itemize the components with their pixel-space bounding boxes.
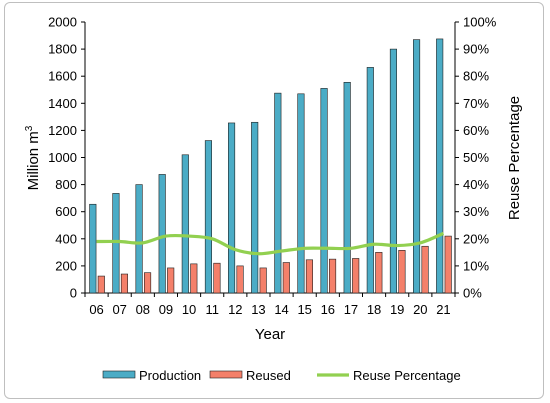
x-tick-label: 06 — [89, 302, 103, 317]
y2-tick-label: 20% — [463, 231, 489, 246]
reuse-percentage-line — [96, 231, 445, 256]
x-tick-label: 14 — [274, 302, 288, 317]
reused-bar — [305, 259, 313, 294]
y2-tick-label: 30% — [463, 204, 489, 219]
production-bar — [320, 88, 328, 294]
production-bar — [112, 193, 120, 294]
y-axis-title-superscript: 3 — [24, 125, 35, 131]
production-bar — [135, 184, 143, 294]
x-tick-label: 13 — [251, 302, 265, 317]
reused-bar — [444, 235, 452, 294]
production-bar — [89, 203, 97, 294]
production-bar — [366, 67, 374, 294]
production-bar — [181, 154, 189, 294]
legend-swatch-reused — [209, 370, 243, 379]
y2-tick-label: 60% — [463, 123, 489, 138]
y-axis-title: Million m3 — [24, 125, 42, 190]
y2-tick-label: 90% — [463, 42, 489, 57]
reused-bar — [120, 273, 128, 294]
production-bar — [158, 174, 166, 294]
production-bar — [389, 48, 397, 294]
y-tick-label: 1200 — [48, 123, 77, 138]
production-bar — [274, 92, 282, 294]
y-tick-label: 600 — [55, 204, 77, 219]
reused-bar — [236, 265, 244, 294]
reused-bar — [375, 252, 383, 294]
reused-bar — [398, 250, 406, 294]
y2-tick-label: 10% — [463, 258, 489, 273]
reused-bar — [259, 267, 267, 294]
production-bar — [228, 122, 236, 294]
reused-bar — [190, 263, 198, 294]
x-tick-label: 07 — [112, 302, 126, 317]
reused-bar — [282, 262, 290, 294]
y2-tick-label: 50% — [463, 150, 489, 165]
reused-bar — [213, 262, 221, 294]
x-tick-label: 15 — [297, 302, 311, 317]
reused-bar — [144, 272, 152, 294]
x-tick-label: 21 — [436, 302, 450, 317]
x-tick-label: 16 — [321, 302, 335, 317]
x-tick-label: 19 — [390, 302, 404, 317]
x-tick-label: 12 — [228, 302, 242, 317]
legend-label-reuse-percentage: Reuse Percentage — [353, 368, 461, 383]
y-tick-label: 1400 — [48, 96, 77, 111]
y-tick-label: 0 — [70, 286, 77, 301]
y-tick-label: 1000 — [48, 150, 77, 165]
production-bar — [251, 121, 259, 294]
y-tick-label: 1600 — [48, 69, 77, 84]
production-bar — [343, 81, 351, 294]
x-tick-label: 18 — [367, 302, 381, 317]
legend: Production Reused Reuse Percentage — [102, 368, 461, 383]
y2-tick-label: 0% — [463, 286, 482, 301]
y2-tick-label: 70% — [463, 96, 489, 111]
y-tick-label: 2000 — [48, 15, 77, 30]
x-tick-label: 11 — [205, 302, 219, 317]
legend-label-reused: Reused — [246, 368, 291, 383]
production-bar — [436, 38, 444, 294]
y2-tick-label: 80% — [463, 69, 489, 84]
y2-tick-label: 40% — [463, 177, 489, 192]
x-tick-label: 20 — [413, 302, 427, 317]
production-bar — [204, 140, 212, 294]
reused-bar — [352, 258, 360, 294]
production-bar — [297, 93, 305, 294]
x-tick-label: 17 — [344, 302, 358, 317]
reused-bar — [167, 267, 175, 294]
reused-bar — [329, 258, 337, 294]
legend-swatch-production — [102, 370, 136, 379]
production-bar — [413, 39, 421, 294]
y-tick-label: 200 — [55, 258, 77, 273]
y-axis-title-main: Million m — [25, 131, 42, 190]
y-tick-label: 800 — [55, 177, 77, 192]
reused-bar — [421, 245, 429, 294]
x-axis-title: Year — [255, 326, 285, 343]
x-tick-label: 09 — [159, 302, 173, 317]
plot-area: 0 200 400 600 800 1000 1200 1400 1600 1800 2000 0% 1… — [48, 15, 497, 318]
legend-label-production: Production — [139, 368, 201, 383]
y2-axis-title: Reuse Percentage — [506, 96, 523, 220]
x-tick-label: 10 — [182, 302, 196, 317]
chart-frame — [4, 2, 544, 399]
y2-tick-label: 100% — [463, 15, 497, 30]
reused-bar — [97, 275, 105, 294]
y-tick-label: 400 — [55, 231, 77, 246]
y-tick-label: 1800 — [48, 42, 77, 57]
x-tick-label: 08 — [136, 302, 150, 317]
